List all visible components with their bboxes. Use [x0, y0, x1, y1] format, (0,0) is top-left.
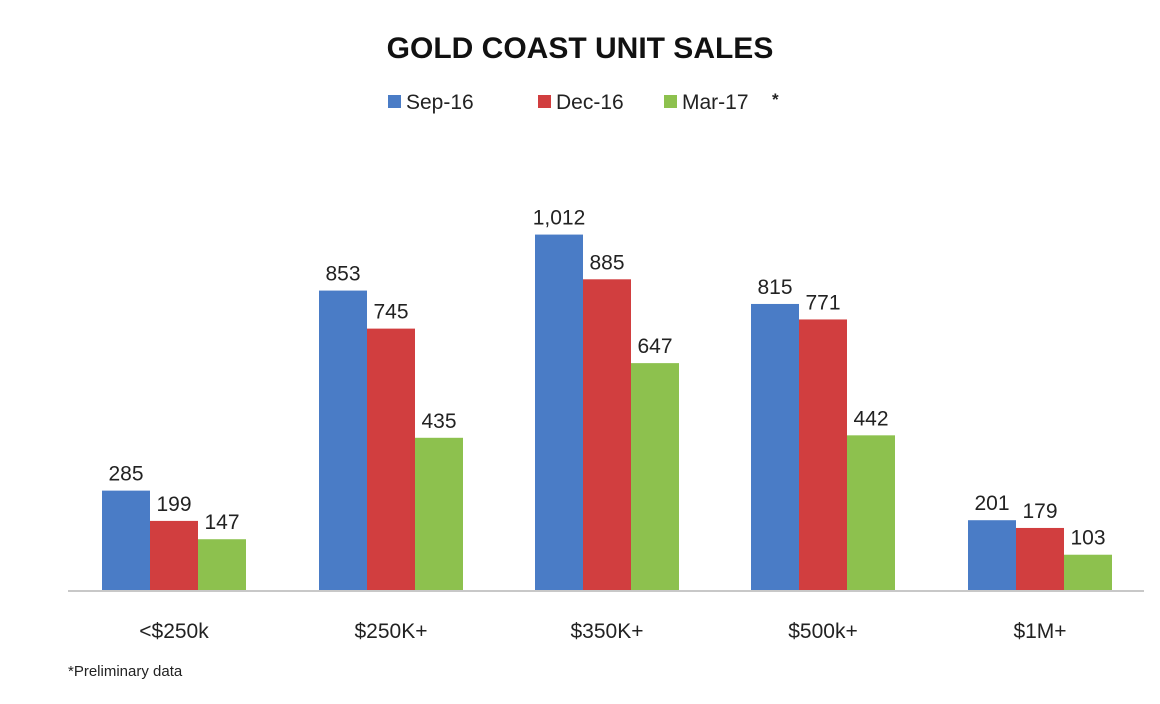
value-label-mar-17-1: 435 — [421, 410, 456, 433]
category-label-1: $250K+ — [355, 620, 428, 643]
bar-dec-16-1 — [367, 328, 415, 591]
legend-label-1: Dec-16 — [556, 91, 624, 114]
value-label-mar-17-4: 103 — [1070, 527, 1105, 550]
value-label-dec-16-2: 885 — [589, 251, 624, 274]
bar-mar-17-1 — [415, 437, 463, 591]
bar-sep-16-0 — [102, 490, 150, 591]
value-label-dec-16-1: 745 — [373, 301, 408, 324]
value-label-sep-16-2: 1,012 — [533, 207, 586, 230]
bar-sep-16-4 — [968, 520, 1016, 591]
bar-sep-16-3 — [751, 303, 799, 591]
value-label-mar-17-0: 147 — [204, 511, 239, 534]
bar-mar-17-0 — [198, 539, 246, 591]
legend-swatch-2 — [664, 95, 677, 108]
bar-dec-16-3 — [799, 319, 847, 591]
legend: Sep-16 Dec-16 Mar-17 * — [388, 90, 779, 114]
footnote: *Preliminary data — [68, 663, 183, 680]
bar-mar-17-2 — [631, 363, 679, 591]
bar-dec-16-2 — [583, 279, 631, 591]
value-label-dec-16-4: 179 — [1022, 500, 1057, 523]
bars — [102, 234, 1112, 591]
category-label-0: <$250k — [139, 620, 209, 643]
value-label-sep-16-3: 815 — [757, 276, 792, 299]
value-label-mar-17-3: 442 — [853, 407, 888, 430]
category-label-4: $1M+ — [1013, 620, 1066, 643]
chart-title: GOLD COAST UNIT SALES — [387, 32, 774, 65]
bar-mar-17-4 — [1064, 554, 1112, 591]
value-label-sep-16-4: 201 — [974, 492, 1009, 515]
legend-label-2: Mar-17 — [682, 91, 749, 114]
bar-sep-16-1 — [319, 290, 367, 591]
bar-dec-16-0 — [150, 520, 198, 591]
legend-swatch-1 — [538, 95, 551, 108]
value-label-dec-16-3: 771 — [805, 291, 840, 314]
category-label-2: $350K+ — [571, 620, 644, 643]
legend-swatch-0 — [388, 95, 401, 108]
value-label-mar-17-2: 647 — [637, 335, 672, 358]
value-label-dec-16-0: 199 — [156, 493, 191, 516]
bar-dec-16-4 — [1016, 527, 1064, 591]
legend-asterisk: * — [772, 90, 779, 109]
category-labels: <$250k $250K+ $350K+ $500k+ $1M+ — [139, 620, 1066, 643]
bar-mar-17-3 — [847, 435, 895, 591]
category-label-3: $500k+ — [788, 620, 857, 643]
bar-sep-16-2 — [535, 234, 583, 591]
value-label-sep-16-1: 853 — [325, 263, 360, 286]
legend-label-0: Sep-16 — [406, 91, 474, 114]
value-label-sep-16-0: 285 — [108, 463, 143, 486]
